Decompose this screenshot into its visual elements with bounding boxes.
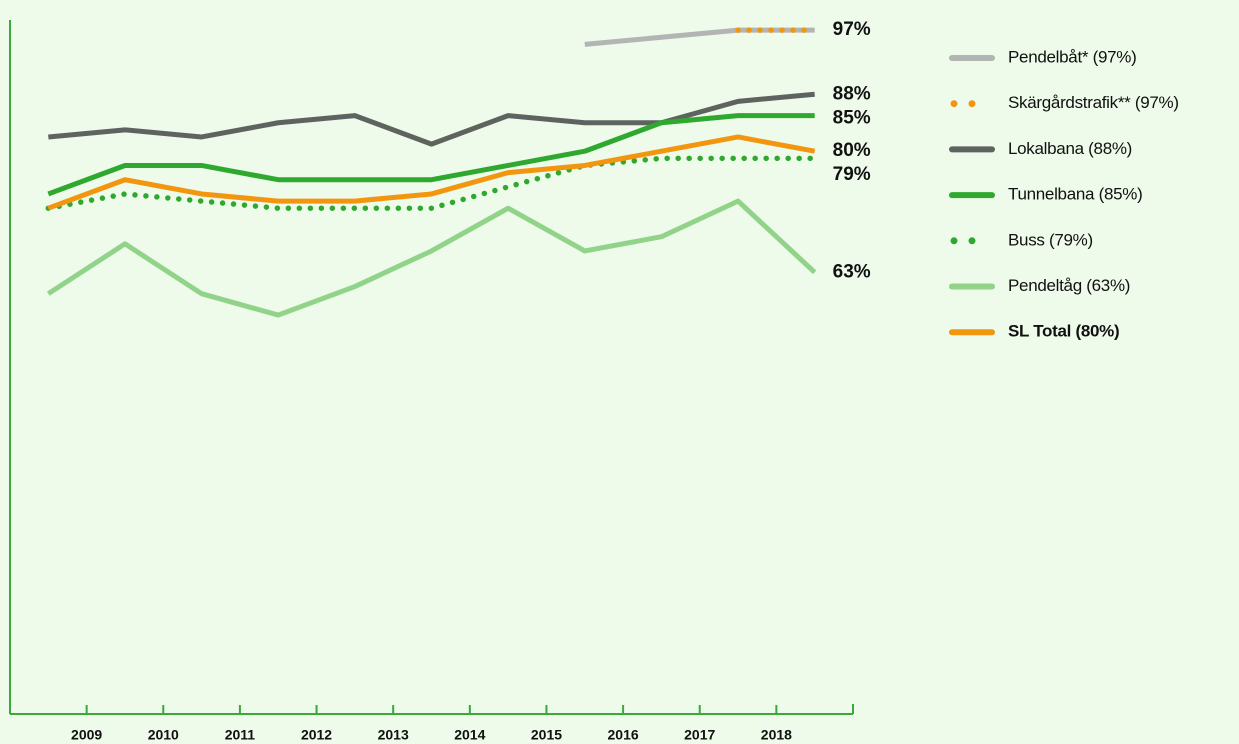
x-tick-label: 2010 bbox=[148, 727, 179, 743]
legend-label: SL Total (80%) bbox=[1008, 322, 1119, 341]
x-tick-label: 2014 bbox=[454, 727, 485, 743]
x-tick-label: 2016 bbox=[608, 727, 639, 743]
x-tick-label: 2013 bbox=[378, 727, 409, 743]
series-line bbox=[47, 134, 816, 211]
x-tick-label: 2012 bbox=[301, 727, 332, 743]
legend-label: Lokalbana (88%) bbox=[1008, 139, 1132, 158]
value-label: 63% bbox=[833, 261, 871, 282]
series-line bbox=[46, 198, 817, 318]
series-line bbox=[47, 113, 815, 197]
value-label: 85% bbox=[833, 107, 871, 128]
legend-label: Pendelbåt* (97%) bbox=[1008, 47, 1136, 66]
legend-label: Buss (79%) bbox=[1008, 230, 1093, 249]
x-tick-label: 2015 bbox=[531, 727, 562, 743]
value-label: 79% bbox=[833, 164, 871, 185]
x-tick-label: 2018 bbox=[761, 727, 792, 743]
x-tick-label: 2011 bbox=[225, 727, 256, 743]
x-tick-label: 2017 bbox=[684, 727, 715, 743]
series-line bbox=[584, 27, 815, 47]
series-line bbox=[48, 91, 815, 147]
value-label: 80% bbox=[833, 140, 871, 161]
legend-label: Skärgårdstrafik** (97%) bbox=[1008, 93, 1179, 112]
value-label: 97% bbox=[833, 19, 871, 40]
legend-label: Pendeltåg (63%) bbox=[1008, 276, 1130, 295]
series-line bbox=[45, 155, 818, 211]
value-label: 88% bbox=[833, 83, 871, 104]
x-tick-label: 2009 bbox=[71, 727, 102, 743]
legend-label: Tunnelbana (85%) bbox=[1008, 185, 1142, 204]
